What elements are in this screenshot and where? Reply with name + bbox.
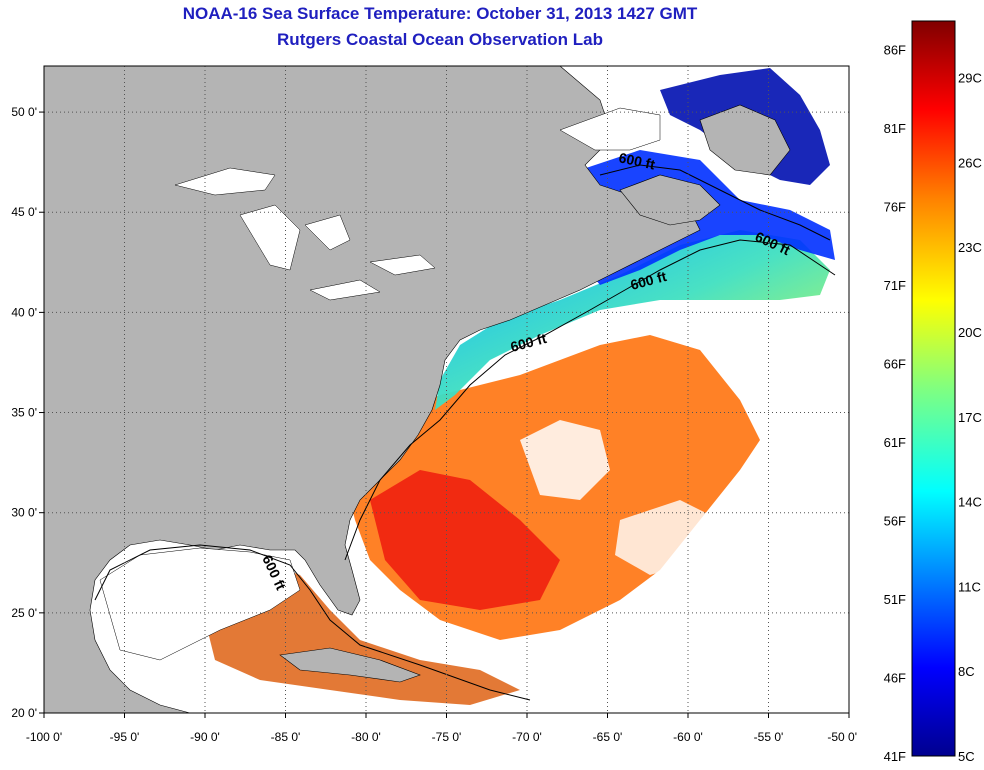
longitude-tick-label: -55 0' [754, 730, 784, 744]
latitude-tick-label: 20 0' [11, 706, 37, 720]
longitude-tick-label: -100 0' [26, 730, 62, 744]
colorbar-celsius-label: 29C [958, 71, 982, 86]
land-cuba [279, 647, 421, 683]
colorbar [911, 20, 956, 757]
longitude-tick-label: -80 0' [351, 730, 381, 744]
colorbar-celsius-label: 8C [958, 664, 975, 679]
colorbar-fahrenheit-label: 46F [884, 670, 906, 685]
great-lakes [174, 167, 436, 301]
longitude-tick-label: -85 0' [271, 730, 301, 744]
colorbar-celsius-label: 20C [958, 325, 982, 340]
longitude-tick-label: -90 0' [190, 730, 220, 744]
cloud-patch [615, 500, 720, 575]
contour-600ft-north [599, 164, 831, 241]
colorbar-fahrenheit-label: 41F [884, 749, 906, 764]
longitude-tick-label: -60 0' [673, 730, 703, 744]
contour-600ft [344, 239, 836, 561]
colorbar-fahrenheit-label: 56F [884, 513, 906, 528]
contour-600ft-gulf [94, 544, 531, 701]
latitude-tick-label: 45 0' [11, 205, 37, 219]
latitude-tick-label: 30 0' [11, 506, 37, 520]
colorbar-fahrenheit-label: 86F [884, 42, 906, 57]
sst-shelf-water [435, 230, 830, 410]
gulf-shelf [99, 547, 301, 661]
colorbar-fahrenheit-label: 51F [884, 592, 906, 607]
longitude-tick-label: -50 0' [827, 730, 857, 744]
longitude-tick-label: -65 0' [593, 730, 623, 744]
latitude-tick-label: 40 0' [11, 305, 37, 319]
axis-ticks: -100 0' -95 0' -90 0' -85 0' -80 0' -75 0' -70… [11, 105, 857, 744]
colorbar-celsius-label: 14C [958, 495, 982, 510]
st-lawrence [559, 107, 661, 151]
cloud-patch [520, 420, 610, 500]
colorbar-celsius-label: 5C [958, 749, 975, 764]
colorbar-celsius-label: 17C [958, 410, 982, 425]
colorbar-fahrenheit-label: 66F [884, 356, 906, 371]
colorbar-fahrenheit-label: 76F [884, 199, 906, 214]
latitude-tick-label: 25 0' [11, 606, 37, 620]
map-title: NOAA-16 Sea Surface Temperature: October… [182, 4, 698, 23]
latitude-tick-label: 35 0' [11, 406, 37, 420]
longitude-tick-label: -70 0' [512, 730, 542, 744]
map-subtitle: Rutgers Coastal Ocean Observation Lab [277, 30, 603, 49]
colorbar-fahrenheit-label: 71F [884, 278, 906, 293]
contour-label: 600 ft [617, 149, 656, 172]
land-newfoundland [699, 104, 791, 176]
colorbar-celsius-label: 23C [958, 240, 982, 255]
map-frame [43, 65, 850, 714]
longitude-tick-label: -75 0' [432, 730, 462, 744]
colorbar-celsius-label: 11C [958, 579, 981, 594]
colorbar-fahrenheit-label: 61F [884, 435, 906, 450]
colorbar-celsius-label: 26C [958, 155, 982, 170]
colorbar-fahrenheit-label: 81F [884, 121, 906, 136]
longitude-tick-label: -95 0' [110, 730, 140, 744]
colorbar-labels: 41F 46F 51F 56F 61F 66F 71F 76F 81F 86F 5C 8C 11C 14C… [884, 42, 982, 764]
latitude-tick-label: 50 0' [11, 105, 37, 119]
sst-hot-core [370, 470, 560, 610]
